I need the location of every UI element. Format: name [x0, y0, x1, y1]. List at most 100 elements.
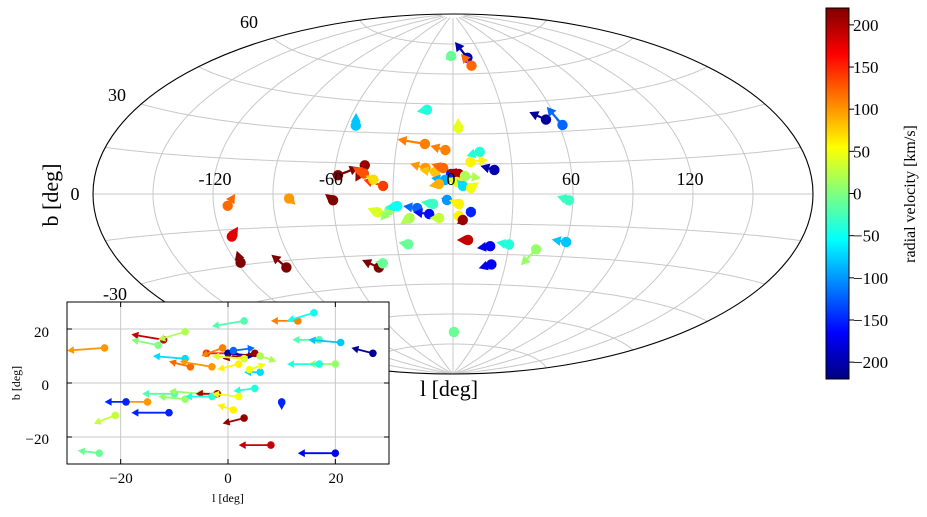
colorbar [825, 7, 850, 380]
star-point [421, 104, 433, 116]
star-point [486, 259, 497, 270]
star-point [327, 195, 339, 206]
velocity-arrow [287, 360, 321, 368]
star-point [283, 193, 295, 204]
star-point [440, 144, 451, 156]
inset-star-point [143, 398, 152, 406]
inset-star-point [310, 309, 318, 317]
inset-xtick-20: 20 [329, 471, 344, 487]
velocity-arrow [297, 449, 337, 458]
colorbar-tick-label: 150 [853, 58, 879, 77]
inset-star-point [95, 449, 103, 458]
star-point [503, 239, 515, 250]
star-point [448, 326, 460, 338]
velocity-arrow [179, 358, 213, 368]
star-point [433, 178, 445, 190]
star-point [377, 258, 388, 269]
velocity-arrow [67, 346, 106, 354]
star-point [441, 194, 453, 206]
inset-star-point [208, 363, 216, 371]
main-ytick-60: 60 [240, 12, 258, 32]
star-point [540, 114, 552, 125]
star-point [474, 146, 485, 158]
parallel-line [141, 103, 765, 135]
star-point [372, 207, 383, 218]
star-point [530, 244, 542, 255]
colorbar-label: radial velocity [km/s] [902, 125, 919, 263]
star-point [235, 257, 246, 268]
inset-xlabel: l [deg] [212, 491, 244, 505]
star-point [332, 170, 344, 181]
main-ylabel: b [deg] [38, 164, 63, 227]
star-point [419, 138, 431, 150]
star-point [404, 212, 415, 224]
inset-star-point [251, 384, 259, 393]
inset-star-point [218, 344, 227, 352]
star-point [561, 236, 572, 248]
main-xtick-minus60: -60 [319, 169, 343, 189]
star-point [427, 198, 439, 210]
inset-star-point [186, 363, 195, 371]
main-xtick-minus120: -120 [199, 169, 232, 189]
inset-star-point [111, 411, 120, 420]
star-point [465, 206, 477, 218]
main-xtick-120: 120 [677, 169, 704, 189]
colorbar-tick-label: −150 [853, 311, 888, 330]
inset-star-point [122, 398, 130, 406]
inset-xtick-minus20: −20 [109, 471, 132, 487]
main-ytick-minus30: -30 [103, 284, 127, 304]
inset-star-point [315, 360, 324, 368]
colorbar-tick-label: 0 [853, 185, 862, 204]
meridian-line [453, 15, 694, 375]
inset-star-point [277, 398, 286, 406]
star-point [457, 214, 468, 226]
parallel-line [105, 223, 801, 242]
star-point [465, 182, 477, 194]
inset-star-point [369, 349, 377, 358]
star-point [377, 180, 389, 192]
meridian-line [453, 16, 634, 375]
star-point [457, 180, 469, 192]
inset-star-point [234, 392, 243, 401]
inset-star-point [100, 344, 109, 352]
inset-star-point [165, 408, 173, 417]
star-point [446, 50, 457, 62]
inset-ylabel: b [deg] [9, 366, 23, 400]
parallel-line [198, 283, 708, 322]
velocity-arrow [142, 389, 176, 398]
colorbar-tick-label: −100 [853, 269, 888, 288]
parallel-line [272, 37, 634, 75]
main-xlabel: l [deg] [420, 376, 478, 401]
star-point [466, 60, 477, 71]
colorbar-tick-label: 50 [853, 142, 870, 161]
inset-star-point [229, 406, 238, 414]
meridian-line [452, 17, 514, 375]
parallel-line [359, 19, 547, 45]
star-point [453, 122, 464, 134]
inset-ytick-0: 0 [42, 378, 50, 394]
star-point [465, 156, 476, 168]
parallel-line [198, 66, 708, 105]
main-xtick-0: 0 [447, 169, 456, 189]
main-ytick-30: 30 [108, 85, 126, 105]
inset-ytick-20: 20 [34, 325, 49, 341]
velocity-arrow [152, 352, 186, 361]
colorbar-ticks: 200 150 100 50 0 −50 −100 −150 −200 [849, 16, 888, 372]
star-point [392, 200, 403, 212]
inset-star-point [331, 360, 340, 368]
main-ytick-0: 0 [71, 184, 80, 204]
meridian-line [453, 14, 754, 375]
star-point [402, 239, 414, 250]
star-point [453, 198, 465, 210]
inset-star-point [245, 365, 254, 374]
velocity-arrow [238, 441, 272, 449]
star-point [462, 234, 474, 246]
inset-star-point [240, 354, 248, 363]
inset-star-point [181, 327, 189, 336]
inset-star-point [229, 346, 238, 355]
star-point [459, 170, 471, 182]
star-point [281, 262, 292, 273]
inset-xtick-0: 0 [224, 471, 232, 487]
star-point [438, 162, 449, 174]
